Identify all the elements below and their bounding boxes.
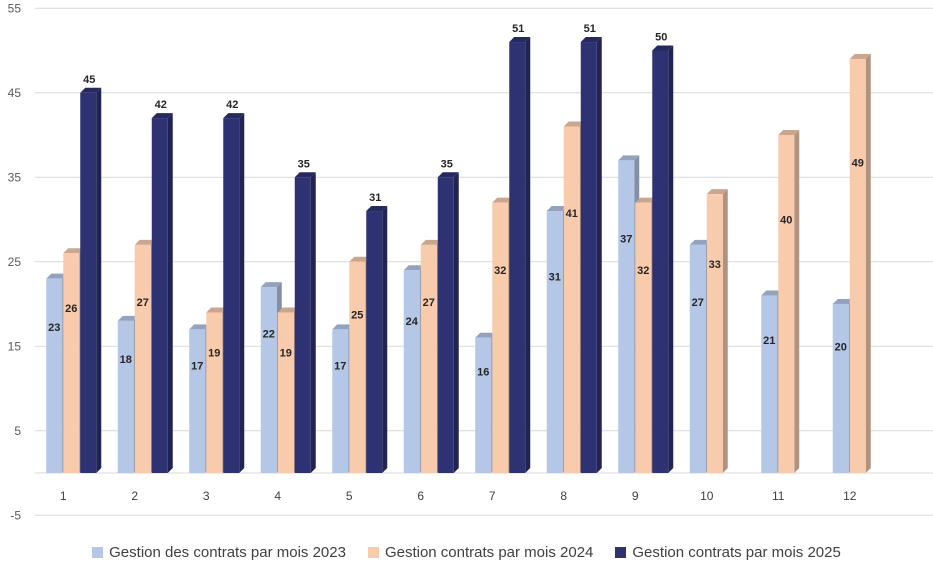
data-label: 27 <box>423 297 435 309</box>
data-label: 19 <box>280 348 292 360</box>
x-tick-label: 3 <box>203 489 210 503</box>
x-tick-label: 11 <box>772 489 785 503</box>
data-label: 45 <box>83 74 95 86</box>
data-label: 25 <box>351 310 363 322</box>
data-label: 32 <box>637 265 649 277</box>
bar <box>80 87 102 473</box>
x-tick-label: 9 <box>632 489 639 503</box>
data-label: 17 <box>334 360 346 372</box>
x-tick-label: 7 <box>489 489 496 503</box>
legend-label: Gestion contrats par mois 2024 <box>384 543 594 561</box>
data-label: 51 <box>512 23 524 35</box>
bar <box>509 37 531 474</box>
data-label: 31 <box>369 192 381 204</box>
legend-item: Gestion contrats par mois 2024 <box>367 543 594 561</box>
data-label: 27 <box>692 297 704 309</box>
data-label: 42 <box>226 99 238 111</box>
data-label: 35 <box>441 158 453 170</box>
data-label: 50 <box>655 32 667 44</box>
y-axis-ticks: 55 45 35 25 15 5 -5 <box>8 1 22 522</box>
x-tick-label: 12 <box>843 489 857 503</box>
x-tick-label: 8 <box>560 489 567 503</box>
legend-swatch <box>615 546 627 558</box>
bar <box>580 37 602 474</box>
y-tick-label: 55 <box>8 1 22 15</box>
bar <box>706 189 728 473</box>
bar <box>151 113 173 473</box>
data-label: 32 <box>494 265 506 277</box>
bar <box>849 53 871 473</box>
data-label: 24 <box>406 316 419 328</box>
x-tick-label: 1 <box>60 489 67 503</box>
bars <box>46 37 871 474</box>
data-label: 49 <box>852 157 864 169</box>
bar <box>778 130 800 473</box>
data-label: 23 <box>48 322 60 334</box>
y-tick-label: 25 <box>8 255 22 269</box>
legend-label: Gestion contrats par mois 2025 <box>632 543 841 561</box>
x-tick-label: 4 <box>274 489 281 503</box>
data-label: 35 <box>298 158 310 170</box>
bar <box>652 45 674 473</box>
legend-swatch <box>367 546 379 558</box>
y-tick-label: 15 <box>8 339 22 353</box>
data-label: 19 <box>208 348 220 360</box>
legend-swatch <box>92 546 104 558</box>
data-label: 18 <box>120 354 132 366</box>
data-label: 42 <box>155 99 167 111</box>
data-label: 21 <box>763 335 775 347</box>
x-tick-label: 6 <box>417 489 424 503</box>
y-tick-label: 5 <box>14 424 21 438</box>
x-axis-ticks: 1 2 3 4 5 6 7 8 9 10 11 12 <box>60 489 857 503</box>
legend: Gestion des contrats par mois 2023 Gestio… <box>0 540 933 564</box>
y-tick-label: -5 <box>10 508 21 522</box>
data-label: 33 <box>709 259 721 271</box>
x-tick-label: 5 <box>346 489 353 503</box>
data-label: 51 <box>584 23 596 35</box>
data-label: 31 <box>549 272 561 284</box>
data-label: 22 <box>263 329 275 341</box>
data-label: 37 <box>620 234 632 246</box>
bar <box>294 172 316 473</box>
y-tick-label: 45 <box>8 86 22 100</box>
data-label: 27 <box>137 297 149 309</box>
legend-item: Gestion des contrats par mois 2023 <box>92 544 346 561</box>
data-label: 40 <box>780 215 792 227</box>
x-tick-label: 10 <box>700 489 714 503</box>
bar <box>366 206 388 474</box>
data-labels: 23 26 45 18 27 42 17 19 42 22 19 35 17 25 31 24 27 35 16 32… <box>48 23 864 379</box>
data-label: 17 <box>191 360 203 372</box>
data-label: 26 <box>65 303 77 315</box>
bar <box>437 172 459 473</box>
legend-label: Gestion des contrats par mois 2023 <box>109 543 346 561</box>
data-label: 41 <box>566 208 578 220</box>
y-tick-label: 35 <box>8 170 22 184</box>
legend-item: Gestion contrats par mois 2025 <box>615 543 841 561</box>
x-tick-label: 2 <box>131 489 138 503</box>
data-label: 20 <box>835 341 847 353</box>
bar <box>223 113 245 473</box>
data-label: 16 <box>477 367 489 379</box>
